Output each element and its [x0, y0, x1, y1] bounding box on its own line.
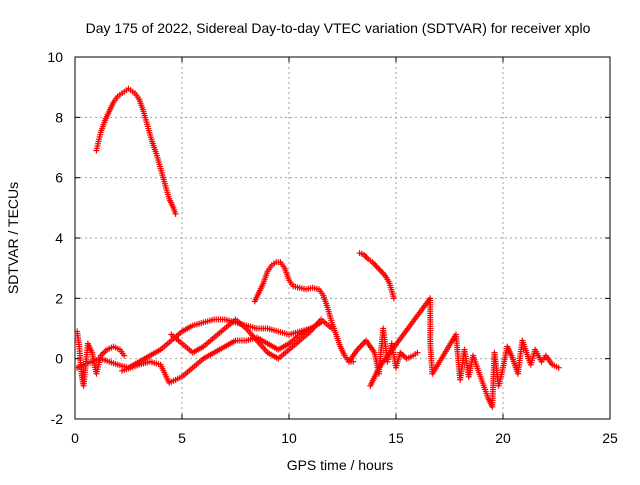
- x-tick-label: 20: [495, 430, 511, 446]
- points-layer: [74, 85, 562, 410]
- y-tick-label: 0: [55, 351, 63, 367]
- y-tick-labels: -2 0 2 4 6 8 10: [47, 49, 63, 427]
- x-tick-label: 15: [388, 430, 404, 446]
- x-axis-label: GPS time / hours: [287, 457, 394, 473]
- x-tick-labels: 0 5 10 15 20 25: [71, 430, 618, 446]
- tick-layer: [74, 56, 611, 420]
- y-tick-label: 10: [47, 49, 63, 65]
- y-axis-label: SDTVAR / TECUs: [5, 182, 21, 294]
- data-point: [555, 364, 562, 371]
- y-tick-label: 6: [55, 170, 63, 186]
- data-point: [328, 325, 335, 332]
- chart-title: Day 175 of 2022, Sidereal Day-to-day VTE…: [86, 20, 591, 36]
- x-tick-label: 10: [281, 430, 297, 446]
- data-point: [121, 352, 128, 359]
- x-tick-label: 5: [178, 430, 186, 446]
- y-tick-label: -2: [51, 411, 64, 427]
- data-point: [390, 295, 397, 302]
- data-point: [172, 210, 179, 217]
- data-point: [414, 349, 421, 356]
- x-tick-label: 0: [71, 430, 79, 446]
- x-tick-label: 25: [602, 430, 618, 446]
- y-tick-label: 2: [55, 290, 63, 306]
- y-tick-label: 8: [55, 109, 63, 125]
- y-tick-label: 4: [55, 230, 63, 246]
